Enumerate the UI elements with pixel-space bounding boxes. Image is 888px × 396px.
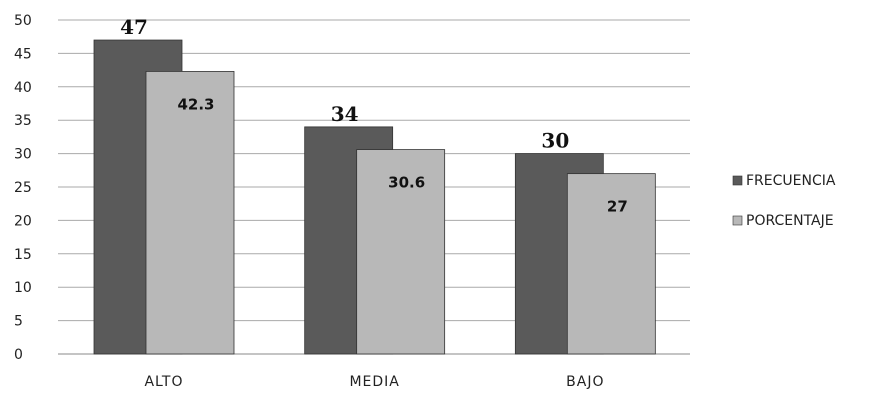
y-tick-label: 10 — [14, 280, 32, 296]
data-label: 47 — [120, 15, 148, 39]
y-axis: 0 5 10 15 20 25 30 35 40 45 50 — [14, 13, 32, 363]
y-tick-label: 50 — [14, 13, 32, 29]
legend-swatch — [732, 175, 743, 186]
x-tick-label: BAJO — [566, 374, 604, 390]
data-label: 27 — [607, 198, 628, 216]
y-tick-label: 30 — [14, 147, 32, 163]
x-tick-label: ALTO — [144, 374, 183, 390]
legend-swatch — [732, 215, 743, 226]
data-label: 30.6 — [388, 174, 425, 192]
data-label: 30 — [541, 129, 569, 153]
x-axis: ALTO MEDIA BAJO — [144, 374, 604, 390]
y-tick-label: 40 — [14, 80, 32, 96]
legend: FRECUENCIA PORCENTAJE — [732, 173, 836, 229]
y-tick-label: 0 — [14, 347, 23, 363]
bar-porcentaje-bajo — [566, 173, 656, 355]
x-tick-label: MEDIA — [349, 374, 399, 390]
y-tick-label: 20 — [14, 213, 32, 229]
legend-label: FRECUENCIA — [746, 173, 836, 189]
bar-porcentaje-alto — [145, 71, 235, 355]
y-tick-label: 5 — [14, 314, 23, 330]
legend-label: PORCENTAJE — [746, 213, 834, 229]
y-tick-label: 25 — [14, 180, 32, 196]
data-label: 42.3 — [177, 95, 214, 113]
y-tick-label: 15 — [14, 247, 32, 263]
bars: 47 42.3 34 30.6 30 27 — [93, 15, 656, 355]
data-label: 34 — [331, 102, 359, 126]
bar-porcentaje-media — [356, 149, 446, 355]
y-tick-label: 35 — [14, 113, 32, 129]
y-tick-label: 45 — [14, 46, 32, 62]
